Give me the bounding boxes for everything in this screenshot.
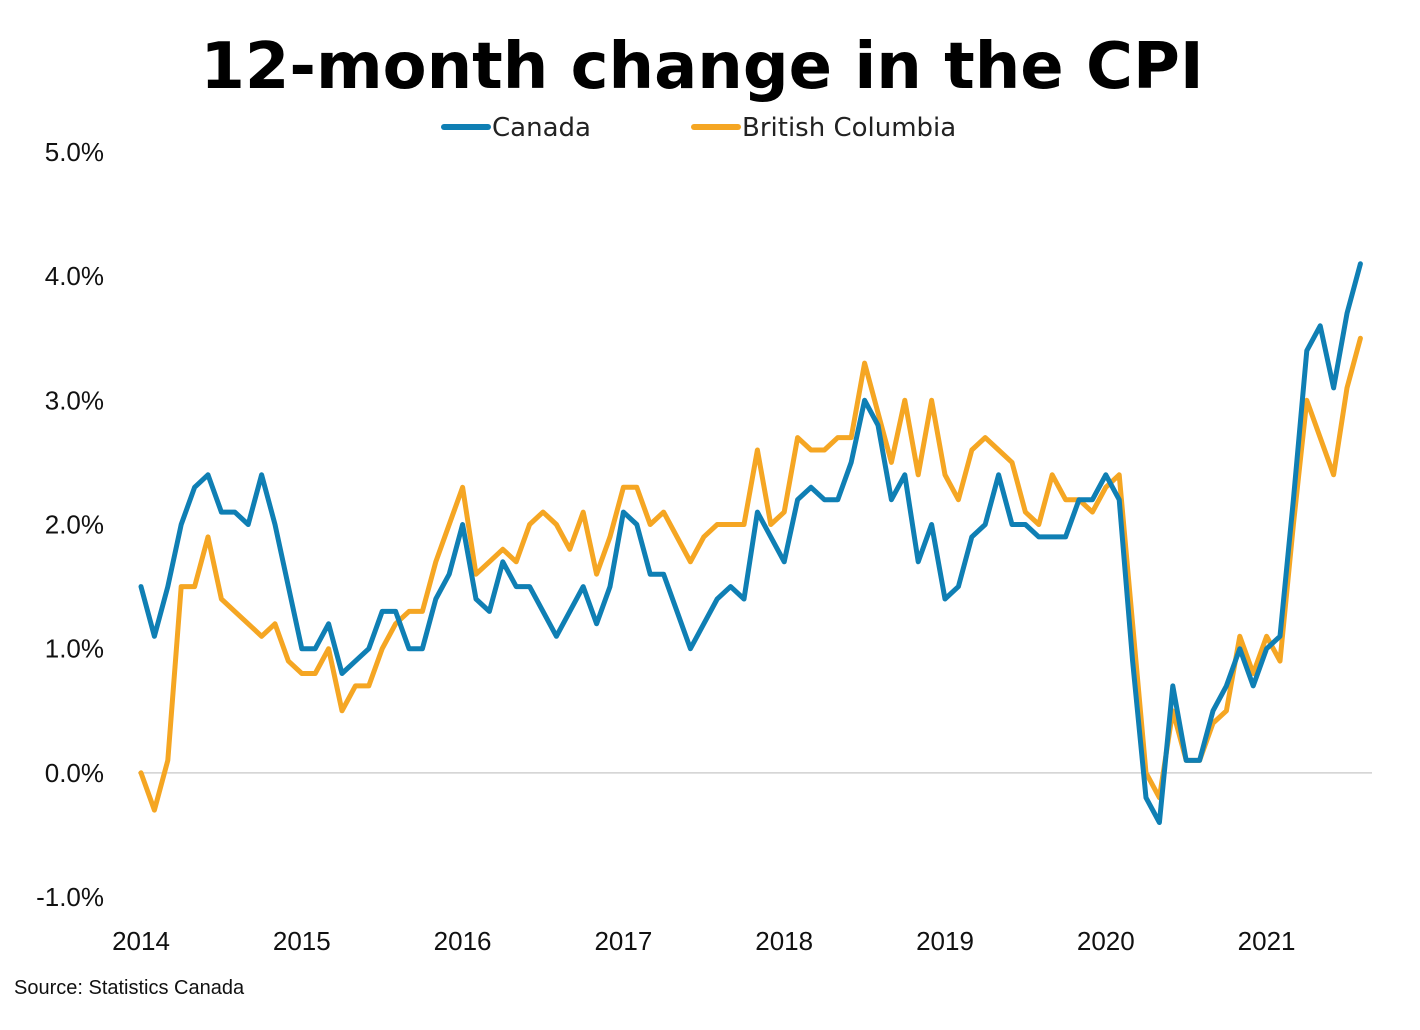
x-tick-label: 2014: [112, 926, 170, 956]
series-line-british-columbia: [138, 335, 1363, 813]
legend-label-canada: Canada: [492, 113, 591, 143]
x-tick-label: 2019: [916, 926, 974, 956]
x-tick-label: 2020: [1077, 926, 1135, 956]
chart-title: 12-month change in the CPI: [200, 30, 1203, 104]
y-tick-label: 3.0%: [45, 385, 104, 415]
x-tick-label: 2016: [434, 926, 492, 956]
x-tick-label: 2018: [755, 926, 813, 956]
y-axis-ticks: -1.0% 0.0% 1.0% 2.0% 3.0% 4.0% 5.0%: [36, 137, 104, 912]
x-axis-ticks: 2014 2015 2016 2017 2018 2019 2020 2021: [112, 926, 1295, 956]
y-tick-label: -1.0%: [36, 882, 104, 912]
x-tick-label: 2021: [1238, 926, 1296, 956]
y-tick-label: 2.0%: [45, 510, 104, 540]
y-tick-label: 1.0%: [45, 634, 104, 664]
x-tick-label: 2015: [273, 926, 331, 956]
series-line-canada: [138, 261, 1363, 825]
x-tick-label: 2017: [594, 926, 652, 956]
legend-label-bc: British Columbia: [742, 113, 956, 143]
y-tick-label: 5.0%: [45, 137, 104, 167]
y-tick-label: 0.0%: [45, 758, 104, 788]
legend: Canada British Columbia: [441, 113, 956, 143]
source-note: Source: Statistics Canada: [14, 977, 245, 999]
y-tick-label: 4.0%: [45, 261, 104, 291]
series-lines: [138, 261, 1363, 825]
